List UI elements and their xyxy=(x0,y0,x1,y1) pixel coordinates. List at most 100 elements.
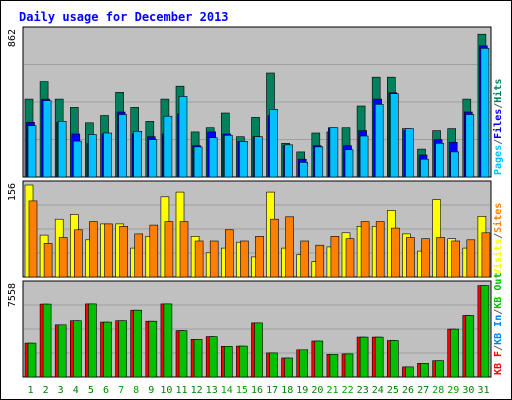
legend-item-pages-files-hits-2: Files xyxy=(492,109,504,139)
bar-kbf-kbin-kbout-kb-out-day-11 xyxy=(178,330,188,378)
legend-item-kbf-kbin-kbout-4: KB Out xyxy=(493,273,504,309)
bar-visits-sites-sites-day-10 xyxy=(164,221,174,278)
legend-item-visits-sites-1: / xyxy=(493,233,504,239)
bar-pages-files-hits-pages-day-8 xyxy=(133,131,142,178)
bar-visits-sites-sites-day-23 xyxy=(360,221,370,278)
x-tick-day-12: 12 xyxy=(191,385,203,396)
x-tick-day-8: 8 xyxy=(133,385,139,396)
bar-kbf-kbin-kbout-kb-out-day-7 xyxy=(118,320,127,378)
bar-kbf-kbin-kbout-kb-out-day-31 xyxy=(480,285,490,378)
bar-kbf-kbin-kbout-kb-out-day-3 xyxy=(57,324,67,378)
x-tick-day-28: 28 xyxy=(432,385,444,396)
bar-visits-sites-sites-day-16 xyxy=(255,236,264,278)
bar-pages-files-hits-pages-day-15 xyxy=(239,141,248,178)
bar-kbf-kbin-kbout-kb-out-day-22 xyxy=(344,353,354,378)
bar-kbf-kbin-kbout-kb-out-day-27 xyxy=(420,362,429,378)
bar-pages-files-hits-pages-day-7 xyxy=(118,114,127,178)
bar-pages-files-hits-pages-day-11 xyxy=(178,96,188,178)
bar-pages-files-hits-pages-day-20 xyxy=(314,146,324,178)
bar-visits-sites-sites-day-4 xyxy=(74,229,83,278)
x-tick-day-5: 5 xyxy=(88,385,94,396)
x-tick-day-29: 29 xyxy=(447,385,459,396)
bar-kbf-kbin-kbout-kb-out-day-24 xyxy=(374,336,384,378)
bar-visits-sites-sites-day-12 xyxy=(194,240,204,278)
bar-pages-files-hits-pages-day-27 xyxy=(420,158,429,178)
x-tick-day-6: 6 xyxy=(103,385,109,396)
bar-visits-sites-sites-day-8 xyxy=(134,233,143,278)
x-tick-day-2: 2 xyxy=(43,385,49,396)
x-tick-day-9: 9 xyxy=(148,385,154,396)
bar-visits-sites-sites-day-15 xyxy=(240,240,249,278)
bar-visits-sites-sites-day-26 xyxy=(406,237,415,278)
x-tick-day-14: 14 xyxy=(221,385,233,396)
bar-visits-sites-sites-day-9 xyxy=(149,224,159,278)
bar-kbf-kbin-kbout-kb-out-day-12 xyxy=(193,338,203,378)
bar-kbf-kbin-kbout-kb-out-day-14 xyxy=(224,345,233,378)
legend-item-kbf-kbin-kbout-2: KB In xyxy=(493,315,504,345)
bar-kbf-kbin-kbout-kb-out-day-13 xyxy=(208,336,218,378)
bar-kbf-kbin-kbout-kb-out-day-21 xyxy=(329,353,339,378)
bar-kbf-kbin-kbout-kb-out-day-23 xyxy=(359,336,369,378)
legend-item-visits-sites-2: Sites xyxy=(492,203,504,233)
bar-pages-files-hits-pages-day-16 xyxy=(254,136,263,178)
bar-visits-sites-sites-day-19 xyxy=(300,240,310,278)
bar-pages-files-hits-pages-day-21 xyxy=(329,127,339,178)
bar-pages-files-hits-pages-day-10 xyxy=(163,115,173,178)
legend-item-kbf-kbin-kbout-3: / xyxy=(493,309,504,315)
bar-kbf-kbin-kbout-kb-out-day-8 xyxy=(133,309,142,378)
x-tick-day-26: 26 xyxy=(402,385,414,396)
bar-pages-files-hits-pages-day-12 xyxy=(193,146,203,178)
bar-kbf-kbin-kbout-kb-out-day-16 xyxy=(254,322,263,378)
bar-visits-sites-sites-day-28 xyxy=(436,237,445,278)
bar-kbf-kbin-kbout-kb-out-day-9 xyxy=(148,320,158,378)
x-tick-day-30: 30 xyxy=(462,385,474,396)
chart-title: Daily usage for December 2013 xyxy=(19,10,229,24)
x-tick-day-17: 17 xyxy=(266,385,278,396)
x-tick-day-21: 21 xyxy=(326,385,338,396)
bar-kbf-kbin-kbout-kb-out-day-19 xyxy=(299,349,309,378)
bar-visits-sites-sites-day-22 xyxy=(345,238,355,278)
x-tick-day-18: 18 xyxy=(281,385,293,396)
bar-kbf-kbin-kbout-kb-out-day-26 xyxy=(405,366,414,378)
x-tick-day-25: 25 xyxy=(387,385,399,396)
bar-visits-sites-sites-day-24 xyxy=(375,221,385,278)
bar-pages-files-hits-pages-day-22 xyxy=(344,149,354,178)
legend-visits-sites: Visits/Sites xyxy=(492,203,504,275)
x-tick-day-19: 19 xyxy=(296,385,308,396)
bar-pages-files-hits-pages-day-14 xyxy=(224,135,233,178)
x-tick-day-3: 3 xyxy=(58,385,64,396)
bar-kbf-kbin-kbout-kb-out-day-29 xyxy=(450,328,460,378)
bar-kbf-kbin-kbout-kb-out-day-25 xyxy=(389,340,399,378)
bar-visits-sites-sites-day-27 xyxy=(421,238,430,278)
bar-visits-sites-sites-day-6 xyxy=(104,223,113,278)
ymax-label-pages-files-hits: 862 xyxy=(7,29,18,47)
bar-visits-sites-sites-day-7 xyxy=(119,226,128,278)
x-tick-day-22: 22 xyxy=(342,385,354,396)
bar-pages-files-hits-pages-day-2 xyxy=(42,100,52,178)
bar-pages-files-hits-pages-day-26 xyxy=(405,128,414,178)
legend-pages-files-hits: Pages/Files/Hits xyxy=(492,79,504,175)
x-tick-day-10: 10 xyxy=(160,385,172,396)
bar-visits-sites-sites-day-17 xyxy=(270,218,279,278)
bar-visits-sites-sites-day-18 xyxy=(285,216,294,278)
bar-pages-files-hits-pages-day-1 xyxy=(27,125,37,178)
bar-pages-files-hits-pages-day-5 xyxy=(88,134,97,178)
bar-visits-sites-sites-day-21 xyxy=(330,236,340,278)
bar-visits-sites-sites-day-29 xyxy=(451,240,461,278)
legend-item-pages-files-hits-0: Pages xyxy=(493,145,504,175)
bar-kbf-kbin-kbout-kb-out-day-15 xyxy=(239,345,248,378)
bar-pages-files-hits-pages-day-9 xyxy=(148,139,158,178)
bar-visits-sites-sites-day-3 xyxy=(58,237,68,278)
bar-pages-files-hits-pages-day-30 xyxy=(465,114,475,178)
legend-item-pages-files-hits-1: / xyxy=(493,139,504,145)
legend-kbf-kbin-kbout: KB F/KB In/KB Out xyxy=(493,273,504,375)
legend-item-pages-files-hits-4: Hits xyxy=(492,79,504,103)
x-tick-day-15: 15 xyxy=(236,385,248,396)
bar-pages-files-hits-pages-day-28 xyxy=(435,143,444,178)
bar-pages-files-hits-pages-day-17 xyxy=(269,109,278,178)
bar-kbf-kbin-kbout-kb-out-day-10 xyxy=(163,303,173,378)
x-tick-day-16: 16 xyxy=(251,385,263,396)
bar-visits-sites-sites-day-5 xyxy=(89,221,98,278)
bar-pages-files-hits-pages-day-18 xyxy=(284,144,293,178)
